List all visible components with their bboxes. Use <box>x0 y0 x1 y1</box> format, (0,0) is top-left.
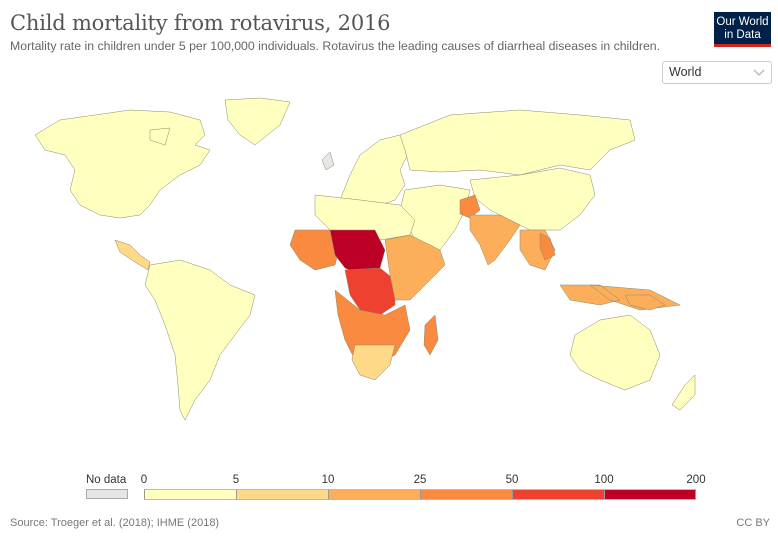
region-north-africa[interactable] <box>314 194 416 241</box>
no-data-label: No data <box>86 474 127 486</box>
region-russia[interactable] <box>399 109 636 176</box>
region-laos[interactable] <box>539 232 556 261</box>
legend-bins <box>144 489 696 500</box>
region-afghanistan[interactable] <box>459 194 481 219</box>
region-united-kingdom[interactable] <box>321 151 335 171</box>
region-select-value: World <box>669 65 702 79</box>
license-note[interactable]: CC BY <box>736 517 770 529</box>
legend-tick: 25 <box>413 474 427 486</box>
legend-tick: 50 <box>505 474 519 486</box>
chart-title: Child mortality from rotavirus, 2016 <box>10 11 391 35</box>
region-new-zealand[interactable] <box>671 374 696 411</box>
legend-bin-3[interactable] <box>420 489 512 500</box>
region-north-america[interactable] <box>34 109 211 219</box>
region-greenland[interactable] <box>224 97 291 146</box>
region-madagascar[interactable] <box>423 314 439 356</box>
legend-bin-4[interactable] <box>512 489 604 500</box>
legend-bin-5[interactable] <box>604 489 696 500</box>
legend-bin-0[interactable] <box>144 489 236 500</box>
region-southeast-asia[interactable] <box>519 229 681 311</box>
region-east-africa[interactable] <box>384 234 446 301</box>
legend: No data 0 5 10 25 50 100 200 <box>0 470 778 504</box>
legend-tick: 5 <box>232 474 240 486</box>
logo-line-1: Our World <box>716 16 769 28</box>
region-south-asia[interactable] <box>469 214 521 266</box>
legend-tick: 0 <box>140 474 148 486</box>
region-select[interactable]: World <box>662 61 772 84</box>
region-china[interactable] <box>469 167 596 231</box>
chart-subtitle: Mortality rate in children under 5 per 1… <box>10 39 661 53</box>
logo-red-bar <box>714 44 771 47</box>
owid-logo[interactable]: Our World in Data <box>714 12 771 47</box>
logo-line-2: in Data <box>724 29 761 41</box>
region-central-america[interactable] <box>114 239 151 271</box>
world-map <box>34 97 696 421</box>
region-papua-new-guinea[interactable] <box>624 294 666 311</box>
region-south-africa[interactable] <box>351 344 396 381</box>
chevron-down-icon <box>753 69 765 77</box>
source-note[interactable]: Source: Troeger et al. (2018); IHME (201… <box>10 517 220 529</box>
legend-bin-1[interactable] <box>236 489 328 500</box>
legend-bin-2[interactable] <box>328 489 420 500</box>
region-south-america[interactable] <box>144 259 256 421</box>
legend-tick: 10 <box>321 474 335 486</box>
legend-tick: 200 <box>686 474 706 486</box>
no-data-swatch[interactable] <box>86 489 128 499</box>
legend-tick: 100 <box>594 474 614 486</box>
region-central-africa-drc[interactable] <box>344 267 396 316</box>
region-australia[interactable] <box>569 314 661 391</box>
region-europe[interactable] <box>339 134 411 209</box>
